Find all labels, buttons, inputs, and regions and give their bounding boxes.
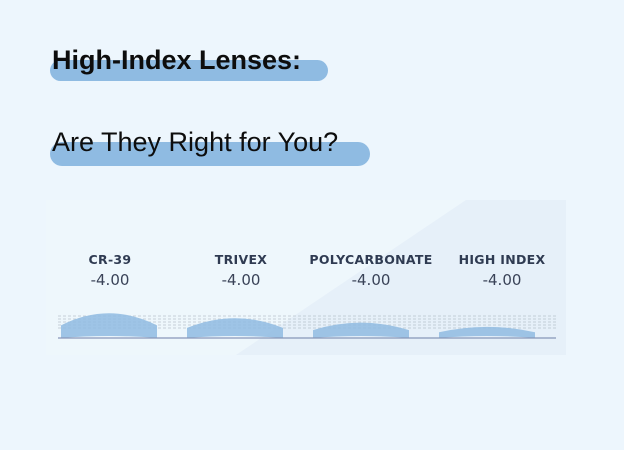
lens-label-high-index: HIGH INDEX [458, 252, 546, 267]
title-highlight [50, 60, 328, 81]
lens-label-polycarbonate: POLYCARBONATE [309, 252, 433, 267]
page-title: High-Index Lenses: [52, 45, 302, 75]
lens-power-high-index: -4.00 [482, 271, 522, 289]
lens-shape-trivex [187, 318, 283, 338]
lens-power-cr39: -4.00 [90, 271, 130, 289]
lens-diagram [58, 313, 556, 339]
subtitle-highlight [50, 142, 370, 166]
lens-shape-polycarbonate [313, 322, 409, 338]
lens-shape-high-index [439, 326, 535, 338]
lens-shape-cr-39 [61, 313, 157, 338]
lens-power-trivex: -4.00 [221, 271, 261, 289]
lens-comparison-panel: CR-39 -4.00 TRIVEX -4.00 POLYCARBONATE -… [46, 200, 566, 355]
lens-label-trivex: TRIVEX [214, 252, 268, 267]
lens-power-polycarbonate: -4.00 [351, 271, 391, 289]
page-subtitle: Are They Right for You? [52, 127, 339, 157]
lens-label-cr39: CR-39 [88, 252, 132, 267]
